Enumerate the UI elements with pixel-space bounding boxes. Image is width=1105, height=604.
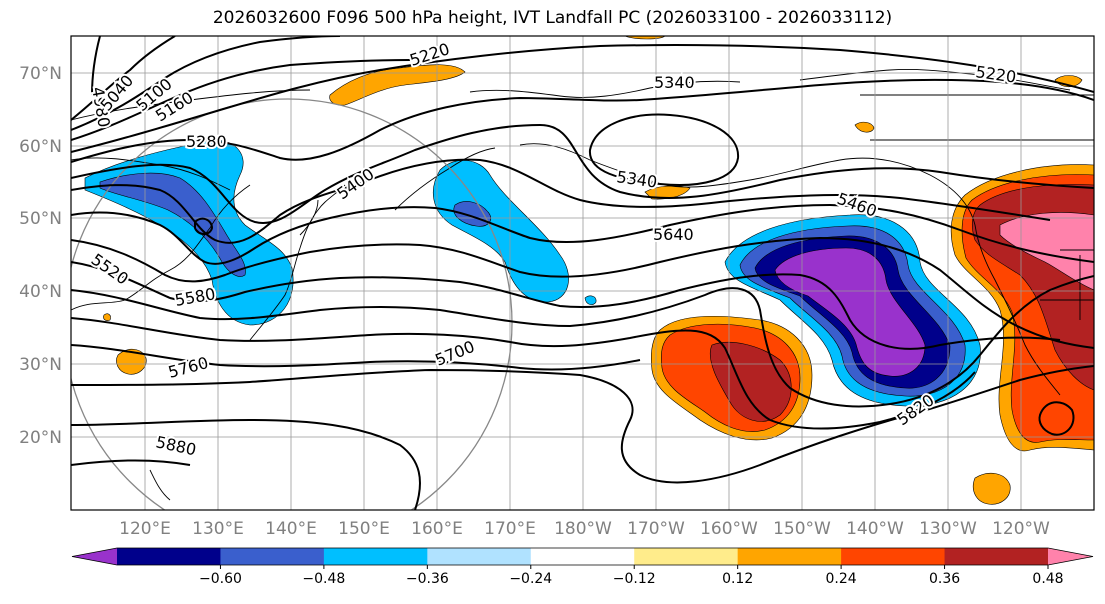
- contour-5340: [71, 123, 1094, 224]
- colorbar-swatch: [427, 548, 532, 565]
- colorbar-swatch: [220, 548, 325, 565]
- lat-label: 20°N: [19, 428, 62, 448]
- lon-label: 160°W: [700, 519, 758, 539]
- contour-5700: [71, 317, 976, 430]
- lon-label: 150°W: [773, 519, 831, 539]
- colorbar-extend-max: [1048, 548, 1093, 565]
- lon-label: 140°W: [846, 519, 904, 539]
- colorbar-tick-label: −0.60: [199, 571, 242, 587]
- lat-label: 70°N: [19, 64, 62, 84]
- contour-5220-a: [71, 44, 1094, 153]
- longitude-labels: 120°E 130°E 140°E 150°E 160°E 170°E 180°…: [119, 519, 1050, 539]
- contour-5640: [71, 275, 1094, 408]
- colorbar-swatch: [944, 548, 1049, 565]
- lon-label: 170°E: [484, 519, 536, 539]
- contour-5760: [71, 344, 641, 371]
- lon-label: 120°W: [992, 519, 1050, 539]
- contour-5040: [71, 36, 176, 121]
- map-frame: [70, 35, 1095, 511]
- contour-5280: [71, 78, 1094, 163]
- lat-label: 50°N: [19, 209, 62, 229]
- colorbar-tick-label: −0.24: [509, 571, 552, 587]
- colorbar: −0.60 −0.48 −0.36 −0.24 −0.12 0.12 0.24 0.36 0.4…: [71, 547, 1094, 587]
- colorbar-tick-label: 0.24: [826, 571, 857, 587]
- lat-label: 60°N: [19, 137, 62, 157]
- map-title: 2026032600 F096 500 hPa height, IVT Land…: [212, 8, 893, 28]
- contour-5820: [71, 365, 1094, 484]
- colorbar-tick-label: −0.36: [406, 571, 449, 587]
- colorbar-tick-label: 0.36: [929, 571, 960, 587]
- contour-5400: [71, 158, 1051, 244]
- colorbar-outline: [71, 547, 1094, 566]
- contour-label: 5640: [653, 225, 694, 244]
- colorbar-swatch: [634, 548, 739, 565]
- colorbar-swatch: [737, 548, 842, 565]
- colorbar-tick-label: 0.48: [1032, 571, 1063, 587]
- lat-label: 30°N: [19, 355, 62, 375]
- colorbar-swatch: [117, 548, 221, 565]
- contour-4980: [91, 36, 101, 96]
- contour-label: 5340: [654, 73, 695, 92]
- radius-circle: [71, 98, 513, 510]
- lon-label: 150°E: [338, 519, 390, 539]
- colorbar-tick-label: −0.48: [302, 571, 345, 587]
- lon-label: 130°W: [919, 519, 977, 539]
- lon-label: 120°E: [119, 519, 171, 539]
- contour-5520: [71, 236, 1094, 349]
- contour-5100: [71, 36, 341, 131]
- height-contours: [71, 36, 1094, 510]
- lon-label: 160°E: [411, 519, 463, 539]
- colorbar-swatch: [841, 548, 946, 565]
- contour-5880: [71, 418, 421, 510]
- contour-5580: [71, 261, 1061, 350]
- negative-anomaly-central-pacific: [433, 160, 569, 303]
- colorbar-tick-label: −0.12: [613, 571, 656, 587]
- lat-label: 40°N: [19, 282, 62, 302]
- colorbar-extend-min: [72, 548, 117, 565]
- contour-label: 5280: [186, 132, 227, 151]
- lon-label: 140°E: [265, 519, 317, 539]
- lon-label: 130°E: [192, 519, 244, 539]
- latitude-labels: 70°N 60°N 50°N 40°N 30°N 20°N: [19, 64, 62, 448]
- colorbar-swatch: [323, 548, 428, 565]
- contour-5340-ring: [588, 113, 740, 186]
- contour-5460: [71, 203, 1094, 265]
- lon-label: 170°W: [627, 519, 685, 539]
- colorbar-swatch: [530, 548, 635, 565]
- contour-5160: [71, 59, 411, 141]
- map-area: 4980 5040 5100 5160 5220 5220 5280 5340 …: [71, 36, 1094, 510]
- lon-label: 180°W: [554, 519, 612, 539]
- colorbar-tick-label: 0.12: [722, 571, 753, 587]
